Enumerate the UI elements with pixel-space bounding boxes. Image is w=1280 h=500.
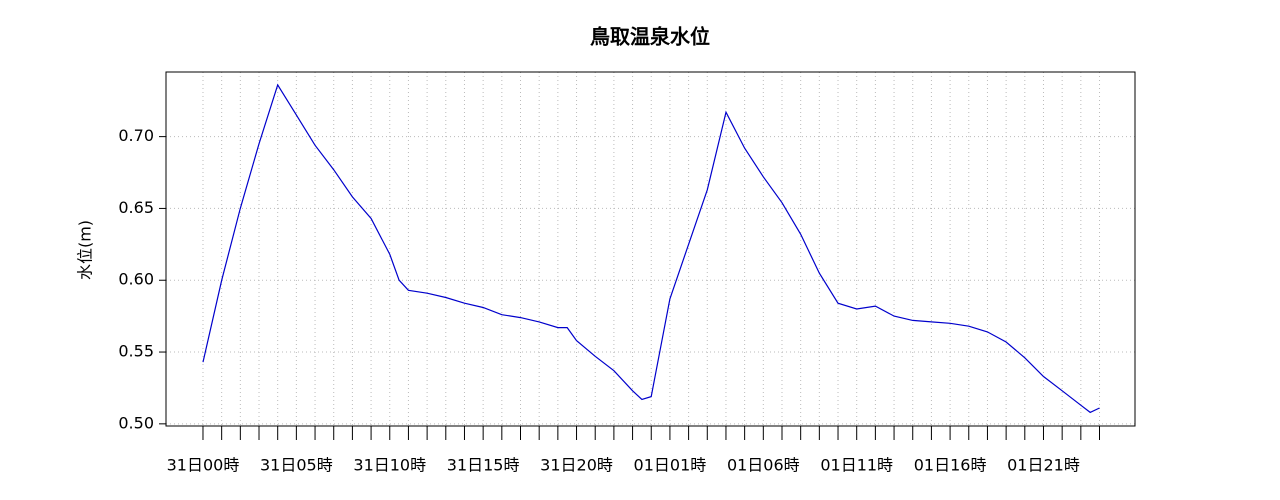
x-tick-label: 31日15時 [447, 456, 520, 475]
plot-frame [165, 71, 1136, 427]
chart-title: 鳥取温泉水位 [590, 25, 710, 49]
x-tick-label: 01日06時 [727, 456, 800, 475]
x-tick-label: 01日11時 [820, 456, 893, 475]
x-tick-label: 01日01時 [634, 456, 707, 475]
x-tick-label: 31日00時 [167, 456, 240, 475]
y-tick-label: 0.60 [118, 270, 154, 289]
x-tick-label: 01日21時 [1007, 456, 1080, 475]
x-tick-label: 31日05時 [260, 456, 333, 475]
y-tick-label: 0.55 [118, 342, 154, 361]
y-tick-label: 0.70 [118, 126, 154, 145]
y-tick-label: 0.65 [118, 198, 154, 217]
x-tick-label: 31日10時 [353, 456, 426, 475]
data-line [202, 83, 1100, 414]
y-axis-label: 水位(m) [76, 220, 95, 280]
y-tick-label: 0.50 [118, 413, 154, 432]
x-tick-label: 31日20時 [540, 456, 613, 475]
x-tick-label: 01日16時 [914, 456, 987, 475]
